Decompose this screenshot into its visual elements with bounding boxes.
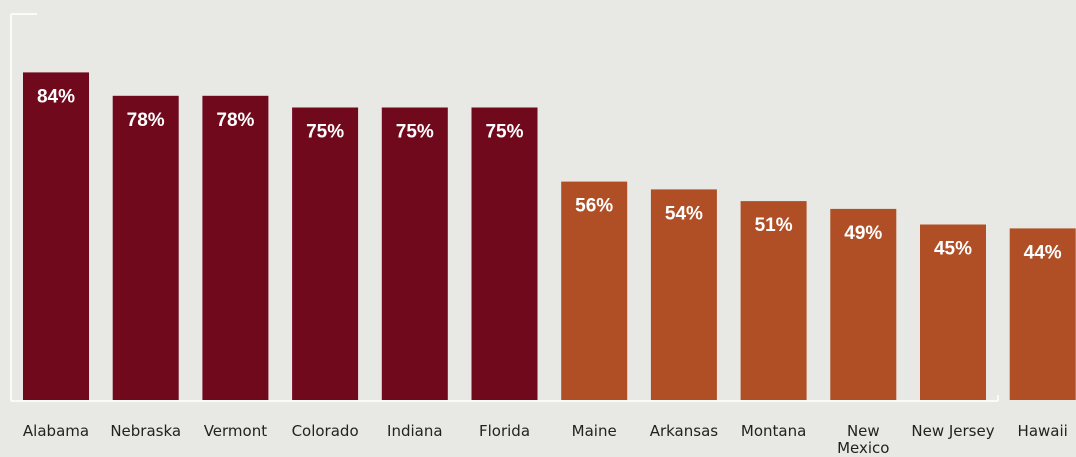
category-label: New Mexico (837, 422, 889, 457)
bar-value-label: 54% (665, 203, 703, 224)
category-label: Vermont (204, 422, 268, 440)
bar-new-jersey (920, 224, 986, 400)
bar-florida (471, 107, 538, 400)
bar-value-label: 56% (575, 196, 613, 217)
category-label: Colorado (292, 422, 359, 440)
chart-category-labels: Alabama Nebraska Vermont Colorado Indiana Flo… (23, 422, 1068, 457)
category-label: Florida (479, 422, 530, 440)
category-label: Maine (572, 422, 617, 440)
category-label: Arkansas (650, 422, 719, 440)
bar-alabama (23, 72, 89, 401)
chart-axes (10, 13, 999, 402)
category-label: Hawaii (1018, 422, 1068, 440)
bar-value-label: 78% (127, 110, 165, 131)
chart-value-labels: 84% 78% 78% 75% 75% 75% 56% 54% 51% 49% 45% 44% (37, 86, 1062, 263)
category-label: New Jersey (911, 422, 994, 440)
category-label: Nebraska (110, 422, 181, 440)
category-label: Montana (741, 422, 806, 440)
bar-hawaii (1009, 228, 1076, 400)
bar-value-label: 75% (396, 122, 434, 143)
bar-nebraska (112, 95, 179, 401)
bar-indiana (381, 107, 448, 400)
bar-vermont (202, 95, 269, 401)
bar-value-label: 51% (755, 215, 793, 236)
bar-value-label: 75% (485, 122, 523, 143)
bar-colorado (292, 107, 359, 400)
bar-value-label: 45% (934, 239, 972, 260)
bar-value-label: 75% (306, 122, 344, 143)
bar-maine (561, 181, 628, 400)
bar-arkansas (650, 189, 717, 400)
bar-value-label: 44% (1024, 242, 1062, 263)
chart-bars (23, 72, 1076, 401)
bar-value-label: 84% (37, 86, 75, 107)
bar-montana (740, 201, 807, 400)
bar-new-mexico (830, 208, 897, 400)
category-label: Indiana (387, 422, 443, 440)
bar-value-label: 78% (216, 110, 254, 131)
category-label: Alabama (23, 422, 89, 440)
bar-value-label: 49% (844, 223, 882, 244)
